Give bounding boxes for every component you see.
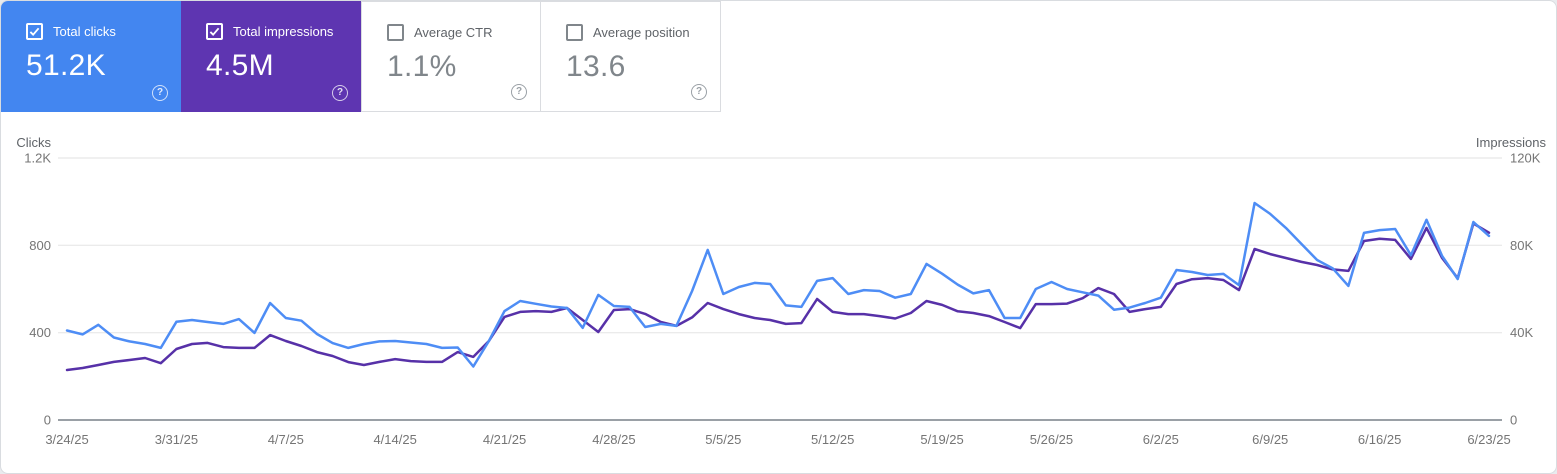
svg-text:120K: 120K	[1510, 151, 1541, 166]
check-icon	[209, 27, 220, 37]
help-icon[interactable]: ?	[511, 84, 527, 100]
svg-text:5/19/25: 5/19/25	[920, 432, 963, 447]
svg-text:6/2/25: 6/2/25	[1143, 432, 1179, 447]
card-average-position[interactable]: Average position 13.6 ?	[541, 1, 721, 112]
svg-text:6/16/25: 6/16/25	[1358, 432, 1401, 447]
svg-text:Impressions: Impressions	[1476, 135, 1547, 150]
card-header: Total impressions	[206, 23, 361, 40]
svg-text:5/5/25: 5/5/25	[705, 432, 741, 447]
average-ctr-value: 1.1%	[387, 50, 457, 83]
help-icon[interactable]: ?	[332, 85, 348, 101]
average-position-checkbox[interactable]	[566, 24, 583, 41]
card-header: Average CTR	[387, 24, 540, 41]
card-average-ctr[interactable]: Average CTR 1.1% ?	[361, 1, 541, 112]
card-label: Average position	[593, 25, 690, 40]
check-icon	[29, 27, 40, 37]
svg-text:6/9/25: 6/9/25	[1252, 432, 1288, 447]
metric-cards-row: Total clicks 51.2K ? Total impressions 4…	[1, 1, 721, 112]
svg-text:4/7/25: 4/7/25	[268, 432, 304, 447]
svg-text:800: 800	[29, 238, 51, 253]
card-header: Total clicks	[26, 23, 181, 40]
svg-text:5/12/25: 5/12/25	[811, 432, 854, 447]
svg-text:4/28/25: 4/28/25	[592, 432, 635, 447]
svg-text:Clicks: Clicks	[16, 135, 51, 150]
svg-text:0: 0	[1510, 413, 1517, 428]
total-impressions-value: 4.5M	[206, 49, 274, 82]
card-label: Average CTR	[414, 25, 493, 40]
total-clicks-value: 51.2K	[26, 49, 106, 82]
total-impressions-checkbox[interactable]	[206, 23, 223, 40]
average-ctr-checkbox[interactable]	[387, 24, 404, 41]
svg-text:80K: 80K	[1510, 238, 1533, 253]
svg-text:3/31/25: 3/31/25	[155, 432, 198, 447]
help-icon[interactable]: ?	[152, 85, 168, 101]
svg-text:4/21/25: 4/21/25	[483, 432, 526, 447]
help-icon[interactable]: ?	[691, 84, 707, 100]
card-header: Average position	[566, 24, 720, 41]
svg-text:5/26/25: 5/26/25	[1030, 432, 1073, 447]
svg-text:40K: 40K	[1510, 325, 1533, 340]
svg-text:400: 400	[29, 325, 51, 340]
svg-text:4/14/25: 4/14/25	[373, 432, 416, 447]
svg-text:0: 0	[44, 413, 51, 428]
average-position-value: 13.6	[566, 50, 626, 83]
card-total-clicks[interactable]: Total clicks 51.2K ?	[1, 1, 181, 112]
card-label: Total clicks	[53, 24, 116, 39]
performance-chart: Clicks Impressions 0 400 800 1.2K 0 40K 80K 120K 3…	[1, 112, 1556, 473]
card-label: Total impressions	[233, 24, 334, 39]
svg-text:6/23/25: 6/23/25	[1467, 432, 1510, 447]
total-clicks-checkbox[interactable]	[26, 23, 43, 40]
svg-text:3/24/25: 3/24/25	[45, 432, 88, 447]
svg-text:1.2K: 1.2K	[24, 151, 51, 166]
card-total-impressions[interactable]: Total impressions 4.5M ?	[181, 1, 361, 112]
